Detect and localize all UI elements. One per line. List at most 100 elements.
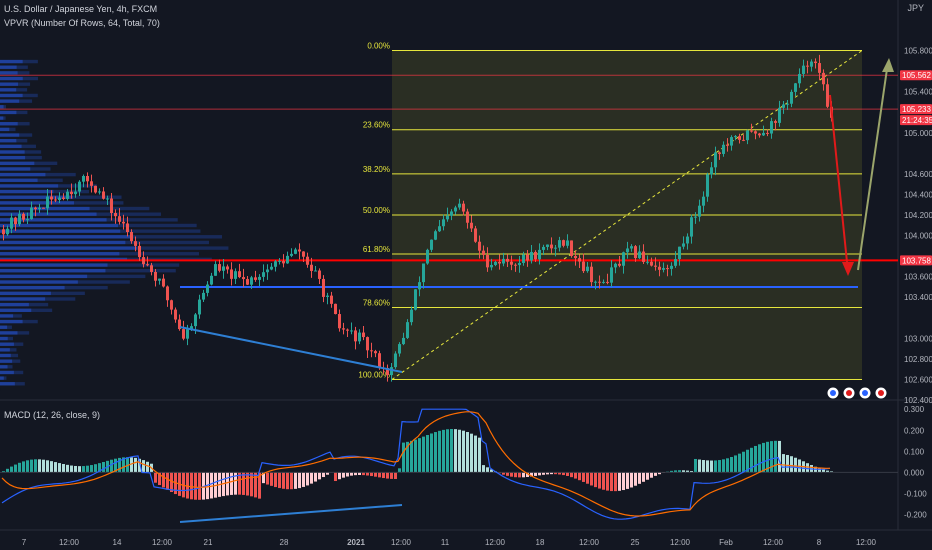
candle-body [38, 207, 41, 210]
macd-bar [194, 472, 197, 500]
macd-bar [118, 457, 121, 473]
macd-bar [34, 459, 37, 473]
price-badge-bg [900, 255, 932, 266]
macd-bar [690, 471, 693, 473]
candle-body [142, 257, 145, 265]
candle-body [738, 136, 741, 140]
vp-bar-up [0, 314, 14, 318]
macd-bar [686, 470, 689, 473]
candle-body [170, 300, 173, 310]
candle-body [42, 207, 45, 209]
candle-body [578, 258, 581, 262]
candle-body [710, 167, 713, 175]
macd-bar [642, 472, 645, 482]
vp-bar-down [7, 336, 13, 341]
candle-body [278, 260, 281, 262]
vp-bar-up [0, 65, 17, 69]
macd-bar [162, 472, 165, 488]
vp-bar-up [0, 331, 18, 335]
macd-bar [94, 464, 97, 473]
fib-level-label: 38.20% [363, 165, 390, 174]
vp-bar-up [0, 71, 18, 75]
macd-bar [438, 430, 441, 473]
vp-bar-up [0, 172, 46, 177]
macd-bar [410, 440, 413, 473]
vp-bar-down [13, 314, 22, 318]
candle-body [394, 353, 397, 368]
time-axis-tick: 28 [280, 538, 289, 547]
vp-bar-down [37, 178, 63, 182]
candle-body [58, 197, 61, 200]
candle-body [566, 240, 569, 246]
candle-body [514, 264, 517, 266]
candle-body [390, 367, 393, 376]
vp-bar-down [64, 285, 108, 290]
macd-bar [402, 442, 405, 473]
macd-bar [630, 472, 633, 488]
candle-body [590, 266, 593, 283]
macd-bar [450, 429, 453, 473]
macd-bar [90, 465, 93, 473]
candle-body [570, 240, 573, 256]
candle-body [458, 203, 461, 208]
macd-bar [54, 462, 57, 473]
vp-bar-up [0, 212, 97, 216]
macd-bar [514, 472, 517, 478]
candle-body [110, 198, 113, 214]
candle-body [166, 286, 169, 301]
macd-bar [542, 472, 545, 475]
candle-body [322, 278, 325, 297]
signal-line [1, 411, 830, 517]
candle-body [502, 258, 505, 264]
candle-body [138, 245, 141, 258]
vp-bar-up [0, 365, 8, 369]
macd-bar [646, 472, 649, 480]
macd-bar [658, 472, 661, 475]
macd-bar [794, 457, 797, 473]
candle-body [34, 207, 37, 210]
candle-body [286, 255, 289, 264]
macd-bar [586, 472, 589, 484]
macd-bar [774, 440, 777, 473]
macd-bar [290, 472, 293, 490]
candle-body [438, 226, 441, 232]
macd-bar [58, 463, 61, 473]
macd-bar [826, 470, 829, 473]
macd-bar [730, 456, 733, 473]
candle-body [474, 228, 477, 242]
candle-body [674, 259, 677, 266]
macd-bar [678, 470, 681, 473]
macd-bar [718, 460, 721, 473]
macd-bar [254, 472, 257, 498]
vp-bar-down [22, 319, 38, 324]
macd-bar [358, 472, 361, 475]
vp-bar-down [72, 195, 122, 199]
candle-body [802, 65, 805, 74]
vp-bar-up [0, 105, 4, 109]
vp-bar-up [0, 246, 138, 250]
vp-bar-up [0, 167, 31, 171]
time-axis-tick: 12:00 [485, 538, 506, 547]
macd-bar [74, 465, 77, 473]
macd-bar [146, 461, 149, 473]
vp-bar-up [0, 88, 17, 92]
candle-body [686, 236, 689, 244]
macd-bar [626, 472, 629, 489]
candle-body [198, 299, 201, 315]
candle-body [162, 278, 165, 287]
vpvr-legend[interactable]: VPVR (Number Of Rows, 64, Total, 70) [4, 18, 160, 28]
macd-legend[interactable]: MACD (12, 26, close, 9) [4, 410, 101, 420]
candle-body [630, 246, 633, 249]
vp-bar-down [45, 172, 76, 177]
candle-body [562, 240, 565, 246]
candle-body [778, 107, 781, 123]
macd-bar [558, 472, 561, 475]
macd-bar [538, 472, 541, 476]
candle-body [650, 261, 653, 266]
candle-body [498, 261, 501, 264]
candle-body [466, 211, 469, 223]
candle-body [678, 246, 681, 260]
vp-bar-down [9, 127, 16, 132]
price-badge-bg [900, 70, 932, 81]
